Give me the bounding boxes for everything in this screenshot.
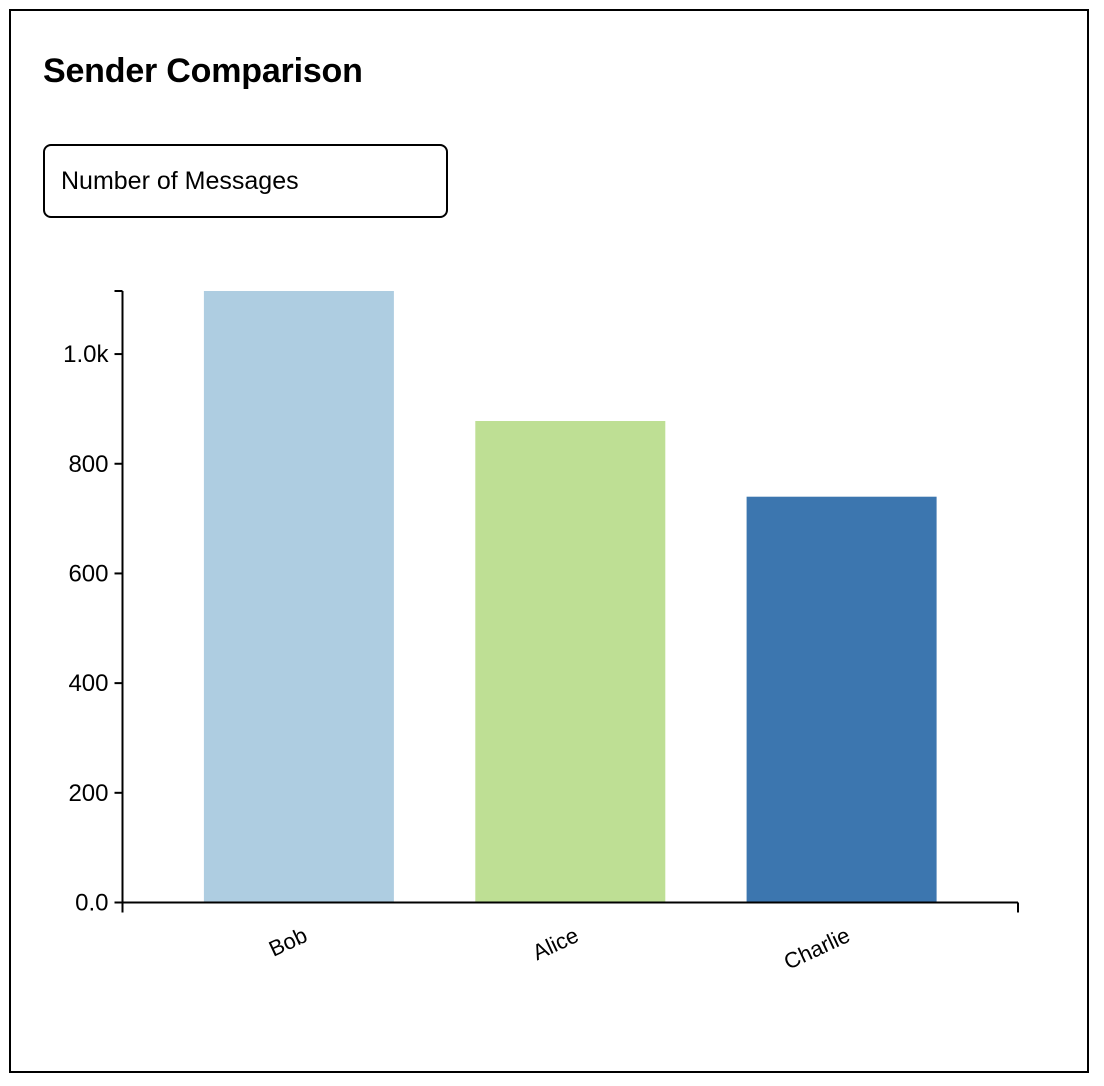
y-tick-label: 400 [68,670,108,697]
bar-alice [475,421,666,903]
y-tick-label: 200 [68,780,108,807]
y-tick-label: 800 [68,451,108,478]
y-tick-label: 0.0 [75,890,108,917]
y-tick-label: 1.0k [63,341,109,368]
bar-bob [203,291,394,903]
metric-select-value: Number of Messages [61,166,299,195]
y-tick-label: 600 [68,560,108,587]
metric-select[interactable]: Number of Messages [43,144,448,218]
bar-chart: 0.0 200 400 600 800 1.0k Bob Alice Charlie [63,290,1019,974]
x-tick-label-alice: Alice [529,922,583,965]
x-tick-label-bob: Bob [265,922,311,961]
bars-layer [203,291,937,903]
x-tick-label-charlie: Charlie [780,922,854,974]
chart-panel: Sender Comparison Number of Messages 0.0… [9,9,1089,1073]
page-title: Sender Comparison [43,52,363,90]
axes-layer: 0.0 200 400 600 800 1.0k Bob Alice Charlie [63,290,1019,974]
bar-charlie [746,496,937,903]
